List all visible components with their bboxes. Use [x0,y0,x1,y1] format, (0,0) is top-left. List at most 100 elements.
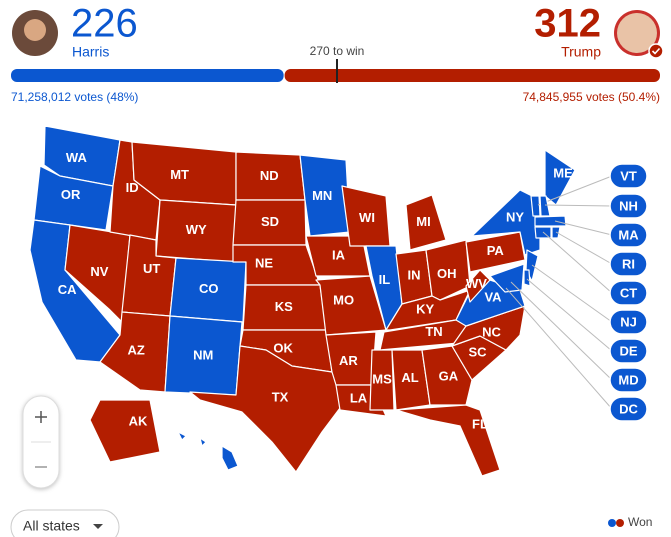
candidate-face [24,19,46,41]
callout-line [542,231,613,294]
state-label: CO [199,281,219,296]
state-pill[interactable] [609,163,648,189]
state-label: MA [618,227,639,242]
state-shape[interactable] [221,445,239,471]
state-shape[interactable] [523,269,531,287]
state-label: OR [61,187,81,202]
electoral-bar [11,69,660,82]
state-pill[interactable] [609,309,648,335]
right-electoral: 312 [534,2,601,46]
state-label: KY [416,301,434,316]
state-pill[interactable] [609,222,648,248]
state-pill[interactable] [609,396,648,422]
state-pill[interactable] [609,193,648,219]
state-label: IA [332,247,346,262]
state-label: LA [350,390,368,405]
state-shape[interactable] [189,345,347,473]
state-label: MS [372,371,392,386]
state-pill[interactable] [609,280,648,306]
state-label: VA [484,289,502,304]
callout-line [526,278,613,352]
legend-dot-blue [608,519,616,527]
state-label: MO [333,293,354,308]
callout-line [505,287,613,410]
state-label: AR [339,353,358,368]
state-label: CT [620,285,637,300]
state-label: WI [359,210,375,225]
state-label: WY [186,222,207,237]
state-label: NV [90,264,108,279]
threshold-label: 270 to win [310,44,365,58]
dropdown-arrow [93,524,103,529]
winner-badge [648,43,664,59]
state-shape[interactable] [177,431,187,441]
state-label: NJ [620,314,637,329]
state-shape[interactable] [421,345,473,406]
left-votes: 71,258,012 votes (48%) [11,90,138,104]
state-label: CA [58,282,77,297]
state-label: GA [439,369,459,384]
callout-line [531,264,613,323]
callout-line [510,281,613,381]
state-label: VT [620,168,637,183]
state-shape[interactable] [299,154,351,237]
map: WA OR CA NV ID MT WY UT CO AZ NM ND SD NE KS OK TX MN IA MO… [29,125,648,477]
state-label: MT [170,167,189,182]
state-label: ID [126,180,139,195]
state-shape[interactable] [33,165,114,231]
state-shape[interactable] [465,231,526,273]
state-shape[interactable] [199,437,207,447]
state-shape[interactable] [465,269,491,303]
state-shape[interactable] [89,399,161,463]
state-label: RI [622,256,635,271]
state-shape[interactable] [395,404,501,477]
bar-right [284,69,660,82]
state-label: AK [129,413,148,428]
state-label: IL [379,272,391,287]
state-shape[interactable] [369,349,395,411]
state-label: WV [466,276,487,291]
state-shape[interactable] [232,244,321,286]
state-label: MN [312,188,332,203]
state-label: MI [416,214,430,229]
state-shape[interactable] [489,263,525,293]
state-label: ND [260,168,279,183]
state-label: ME [553,165,573,180]
state-label: NC [482,325,501,340]
state-shape[interactable] [385,289,471,331]
state-pill[interactable] [609,251,648,277]
state-pill[interactable] [609,367,648,393]
state-filter-label: All states [23,518,80,534]
state-label: SC [468,344,487,359]
state-shape[interactable] [425,239,471,301]
legend-label: Won [628,515,652,529]
state-label: SD [261,214,279,229]
state-label: OK [273,340,293,355]
state-label: FL [472,416,488,431]
bar-left [11,69,284,82]
state-filter[interactable] [10,509,120,537]
state-label: NE [255,255,273,270]
state-label: DC [619,401,638,416]
candidate-photo [617,13,657,53]
state-shape[interactable] [534,215,567,227]
callout-line [555,231,613,265]
state-pill[interactable] [609,338,648,364]
zoom-in[interactable] [35,411,47,423]
callout-line [544,204,613,207]
state-shape[interactable] [315,275,387,336]
right-votes: 74,845,955 votes (50.4%) [523,90,660,104]
state-shape[interactable] [405,194,447,251]
left-name: Harris [72,44,109,60]
winner-check [651,47,661,55]
state-label: NY [506,209,524,224]
state-label: HI [207,452,220,467]
state-label: TX [272,389,289,404]
state-label: PA [487,243,505,258]
state-shape[interactable] [471,189,541,256]
legend-dot-red [616,519,624,527]
right-name: Trump [561,44,601,60]
state-label: AZ [127,343,144,358]
state-shape[interactable] [530,195,541,217]
